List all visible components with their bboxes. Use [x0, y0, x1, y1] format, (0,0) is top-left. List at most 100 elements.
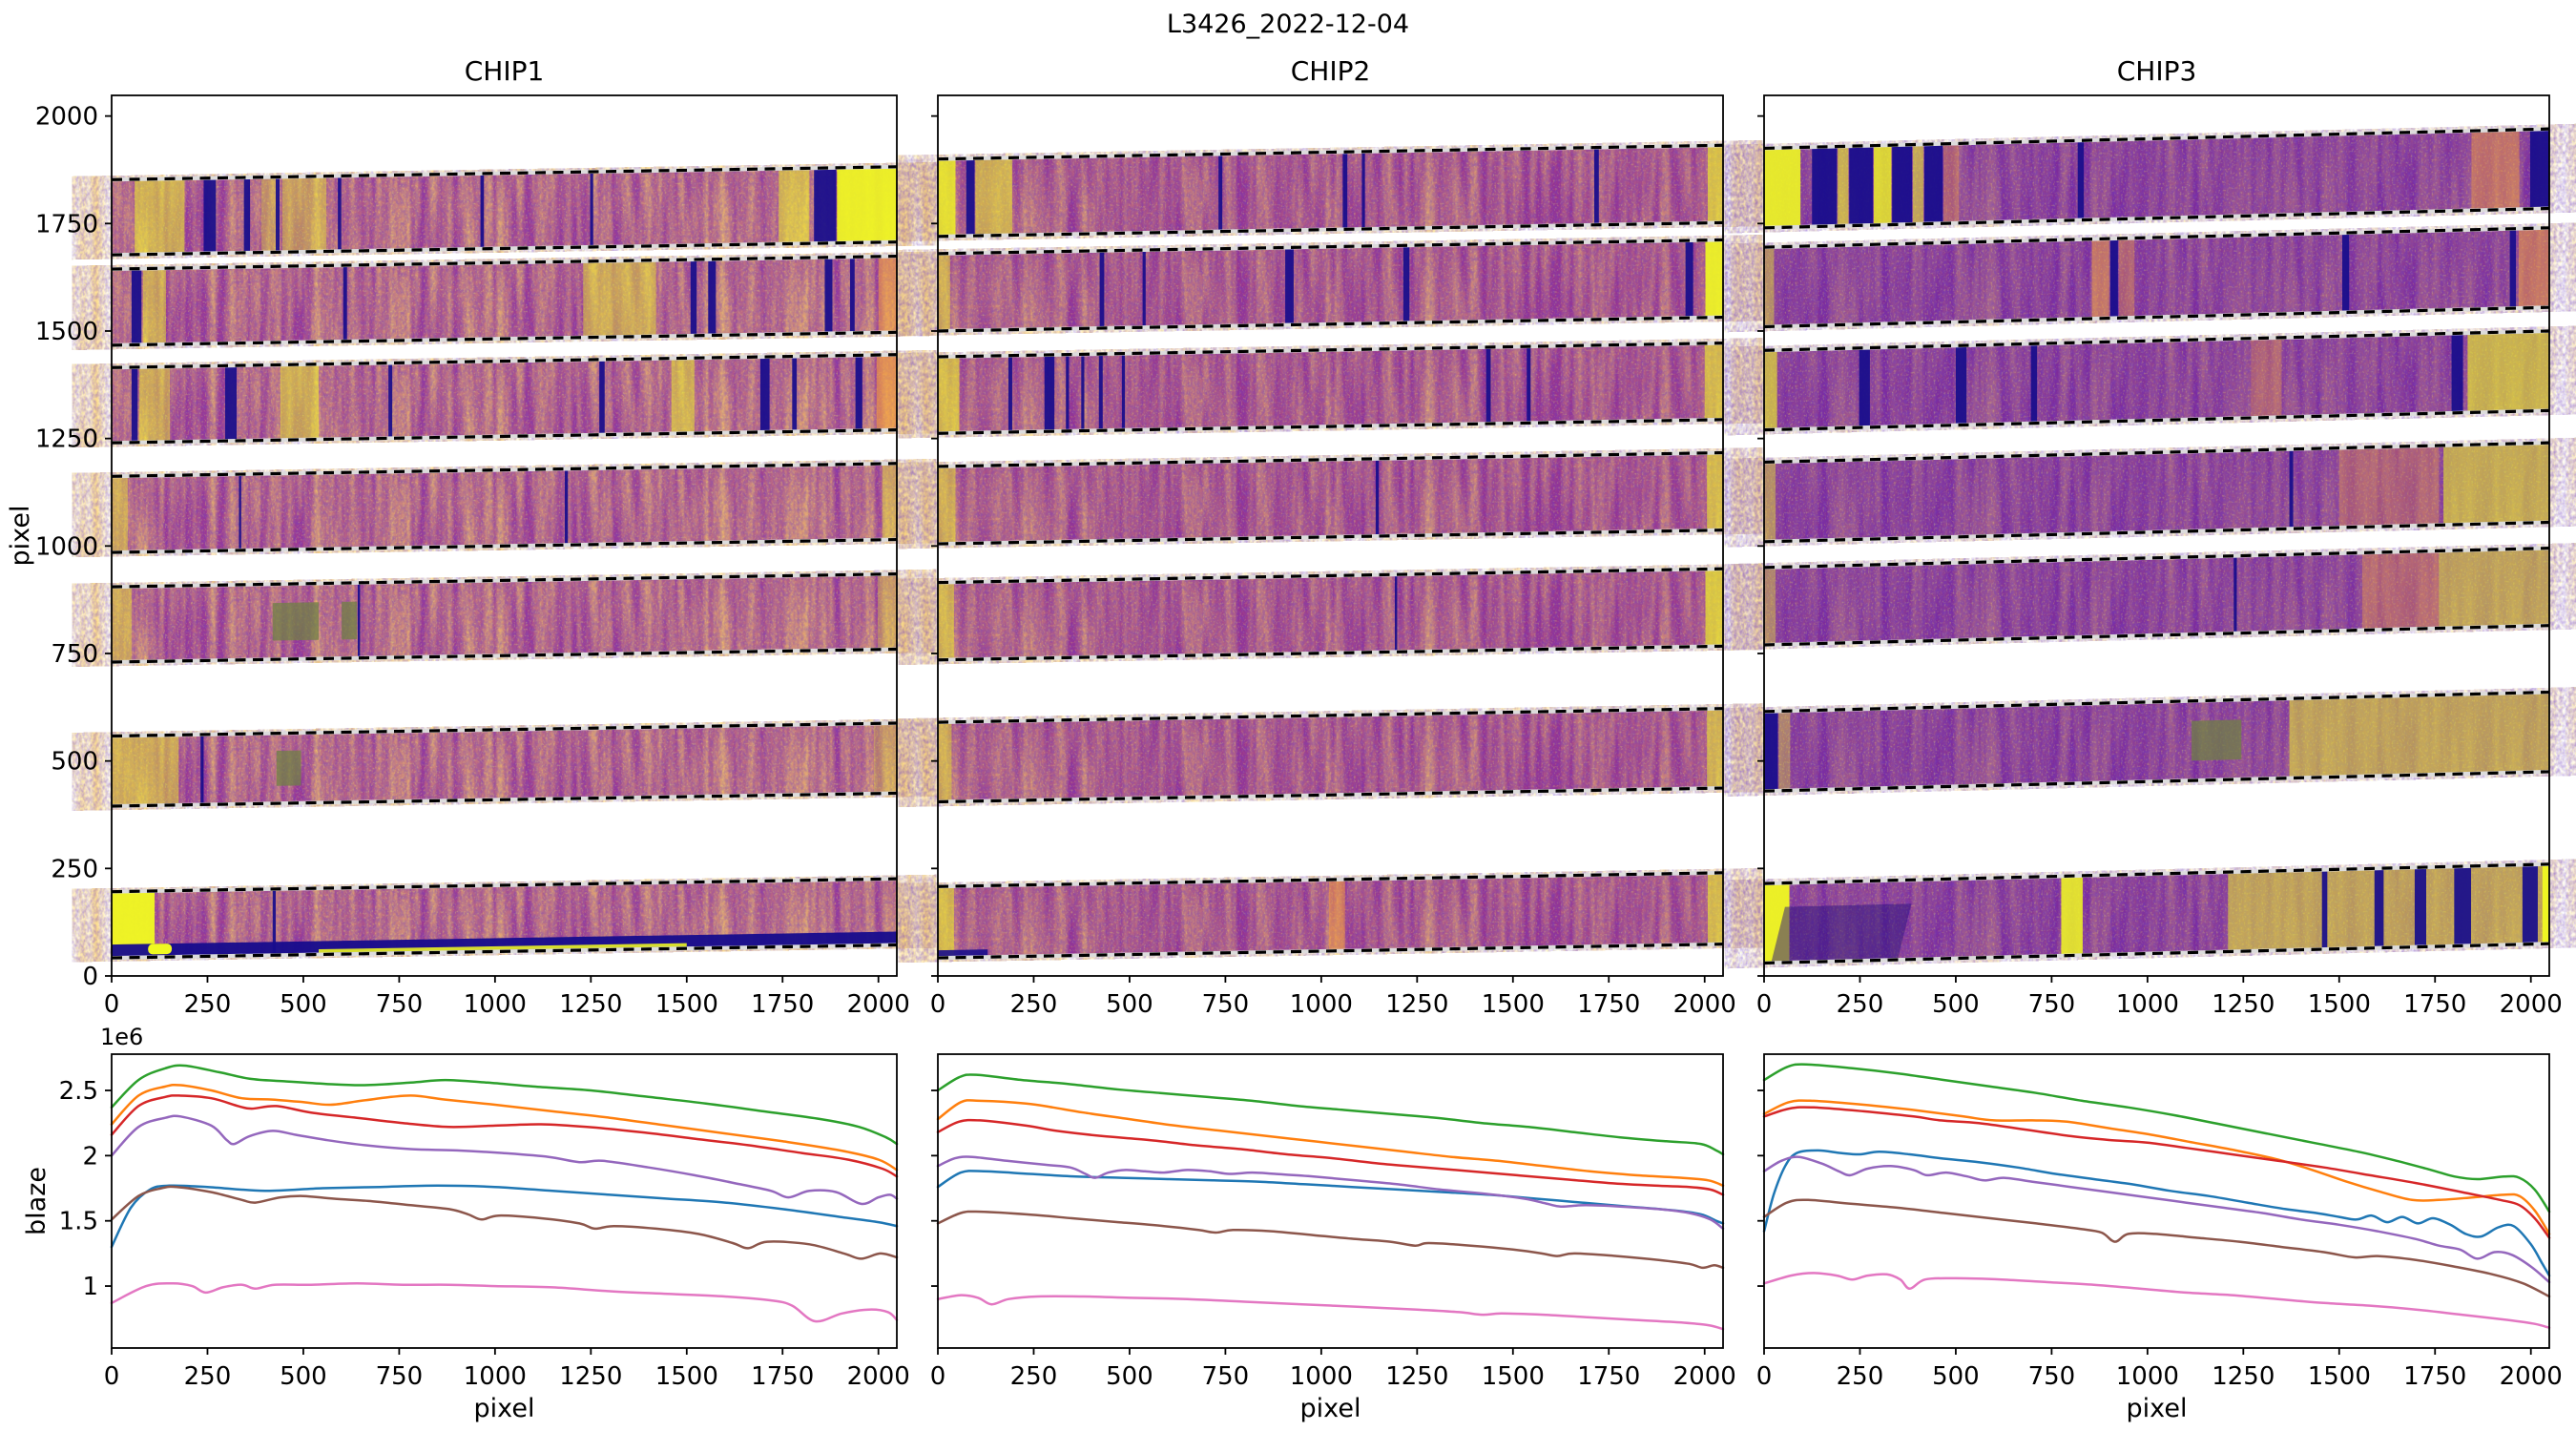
- x-tick-label: 1500: [655, 1362, 718, 1391]
- x-tick-label: 500: [1106, 1362, 1153, 1391]
- dark-band: [759, 356, 770, 432]
- dark-band: [1402, 245, 1410, 323]
- x-tick-label: 250: [1837, 990, 1884, 1019]
- bright-band: [1704, 342, 1723, 421]
- order-stripe: [938, 238, 1723, 333]
- dark-band: [564, 468, 569, 546]
- dark-band: [2321, 869, 2328, 950]
- order-stripe: [112, 352, 897, 446]
- x-tick-label: 1750: [751, 1362, 814, 1391]
- bright-band: [837, 166, 897, 243]
- x-tick-label: 500: [280, 990, 327, 1019]
- dark-band: [1099, 250, 1105, 329]
- axes-spines: [937, 94, 1724, 977]
- dark-band: [2289, 448, 2294, 529]
- order-stripe: [112, 461, 897, 555]
- order-boundary-dashed: [112, 330, 897, 347]
- bright-band: [938, 158, 956, 237]
- bright-band: [938, 885, 954, 959]
- order-boundary-dashed: [938, 644, 1723, 662]
- axes-spines: [1763, 94, 2550, 977]
- blaze-curve-order-4: [936, 1118, 1725, 1196]
- blaze-curves: [110, 1064, 899, 1323]
- x-axis: 0 250 500 750 1000 1250 1500 1750 2000: [1756, 976, 2563, 1019]
- x-axis-label: pixel: [1300, 1394, 1361, 1423]
- dark-band: [480, 173, 485, 249]
- x-tick-label: 1500: [2308, 990, 2371, 1019]
- dark-band: [203, 177, 217, 254]
- x-tick-label: 0: [104, 1362, 120, 1391]
- order-boundary-dashed: [112, 721, 897, 738]
- chip2-blaze-panel: 0 250 500 750 1000 1250 1500 1750 2000 pixel: [930, 1053, 1736, 1423]
- order-stripe: [112, 877, 897, 961]
- bright-band: [112, 586, 132, 663]
- chip3-blaze-panel: 0 250 500 750 1000 1250 1500 1750 2000 pixel: [1756, 1053, 2563, 1423]
- y-tick-label: 1: [82, 1273, 98, 1301]
- green-blotch: [272, 602, 320, 641]
- dark-band: [1764, 711, 1778, 792]
- y-tick-label: 750: [51, 640, 98, 669]
- x-tick-label: 0: [1756, 1362, 1773, 1391]
- x-tick-label: 0: [930, 990, 946, 1019]
- y-axis: [1757, 114, 1764, 977]
- order-stripe: [938, 870, 1723, 961]
- bright-band: [1912, 144, 1924, 224]
- blaze-curve-order-6: [936, 1210, 1725, 1270]
- bright-band: [938, 356, 960, 434]
- orange-band: [2518, 227, 2549, 308]
- dark-band: [814, 167, 837, 244]
- blaze-curve-order-1: [1762, 1149, 2551, 1277]
- dark-band: [1812, 146, 1838, 227]
- blaze-curve-order-6: [1762, 1198, 2551, 1298]
- dark-band: [792, 356, 798, 432]
- x-tick-label: 1750: [751, 990, 814, 1019]
- dark-band: [2109, 238, 2118, 319]
- order-boundary-dashed: [938, 871, 1723, 888]
- order-boundary-dashed: [112, 462, 897, 478]
- x-tick-label: 1250: [2212, 990, 2275, 1019]
- order-boundary-dashed: [1764, 226, 2549, 249]
- blaze-curve-order-7: [110, 1281, 899, 1323]
- blaze-curve-order-3: [936, 1073, 1725, 1156]
- x-tick-label: 500: [1106, 990, 1153, 1019]
- x-tick-label: 0: [930, 1362, 946, 1391]
- bright-band: [1705, 569, 1723, 647]
- y-tick-label: 1000: [35, 532, 98, 561]
- x-axis-label: pixel: [2127, 1394, 2188, 1423]
- blaze-curve-order-5: [110, 1114, 899, 1206]
- x-tick-label: 1250: [1385, 1362, 1448, 1391]
- axes-spines: [111, 94, 898, 977]
- bright-band: [671, 358, 695, 434]
- orange-band: [2361, 550, 2440, 631]
- x-tick-label: 250: [1010, 1362, 1058, 1391]
- bright-band: [2061, 875, 2083, 956]
- y-tick-label: 1750: [35, 210, 98, 238]
- panel-title: CHIP1: [465, 55, 545, 87]
- order-boundary-dashed: [938, 567, 1723, 585]
- dark-band: [243, 176, 251, 253]
- order-boundary-dashed: [112, 943, 897, 960]
- dark-band: [2233, 555, 2237, 633]
- bright-band: [938, 253, 950, 331]
- dark-band: [239, 474, 241, 550]
- dark-band: [272, 888, 276, 956]
- diagonal-shadow: [1771, 903, 1912, 964]
- order-boundary-dashed: [1764, 624, 2549, 647]
- bright-band: [975, 157, 1012, 237]
- order-boundary-dashed: [112, 791, 897, 808]
- dark-band: [1375, 458, 1380, 537]
- orange-band: [2338, 446, 2440, 528]
- y-tick-label: 1250: [35, 425, 98, 454]
- y-axis: 1 1.5 2 2.5: [59, 1077, 112, 1301]
- dark-band: [966, 158, 975, 237]
- panel-title: CHIP3: [2117, 55, 2197, 87]
- green-blotch: [2192, 719, 2242, 761]
- y-axis: [931, 114, 938, 977]
- x-tick-label: 1750: [1577, 1362, 1640, 1391]
- x-tick-label: 2000: [847, 990, 910, 1019]
- bright-band: [2542, 863, 2549, 944]
- order-boundary-dashed: [1764, 408, 2549, 432]
- x-tick-label: 1000: [1290, 990, 1353, 1019]
- order-boundary-dashed: [112, 165, 897, 181]
- dark-band: [388, 363, 393, 439]
